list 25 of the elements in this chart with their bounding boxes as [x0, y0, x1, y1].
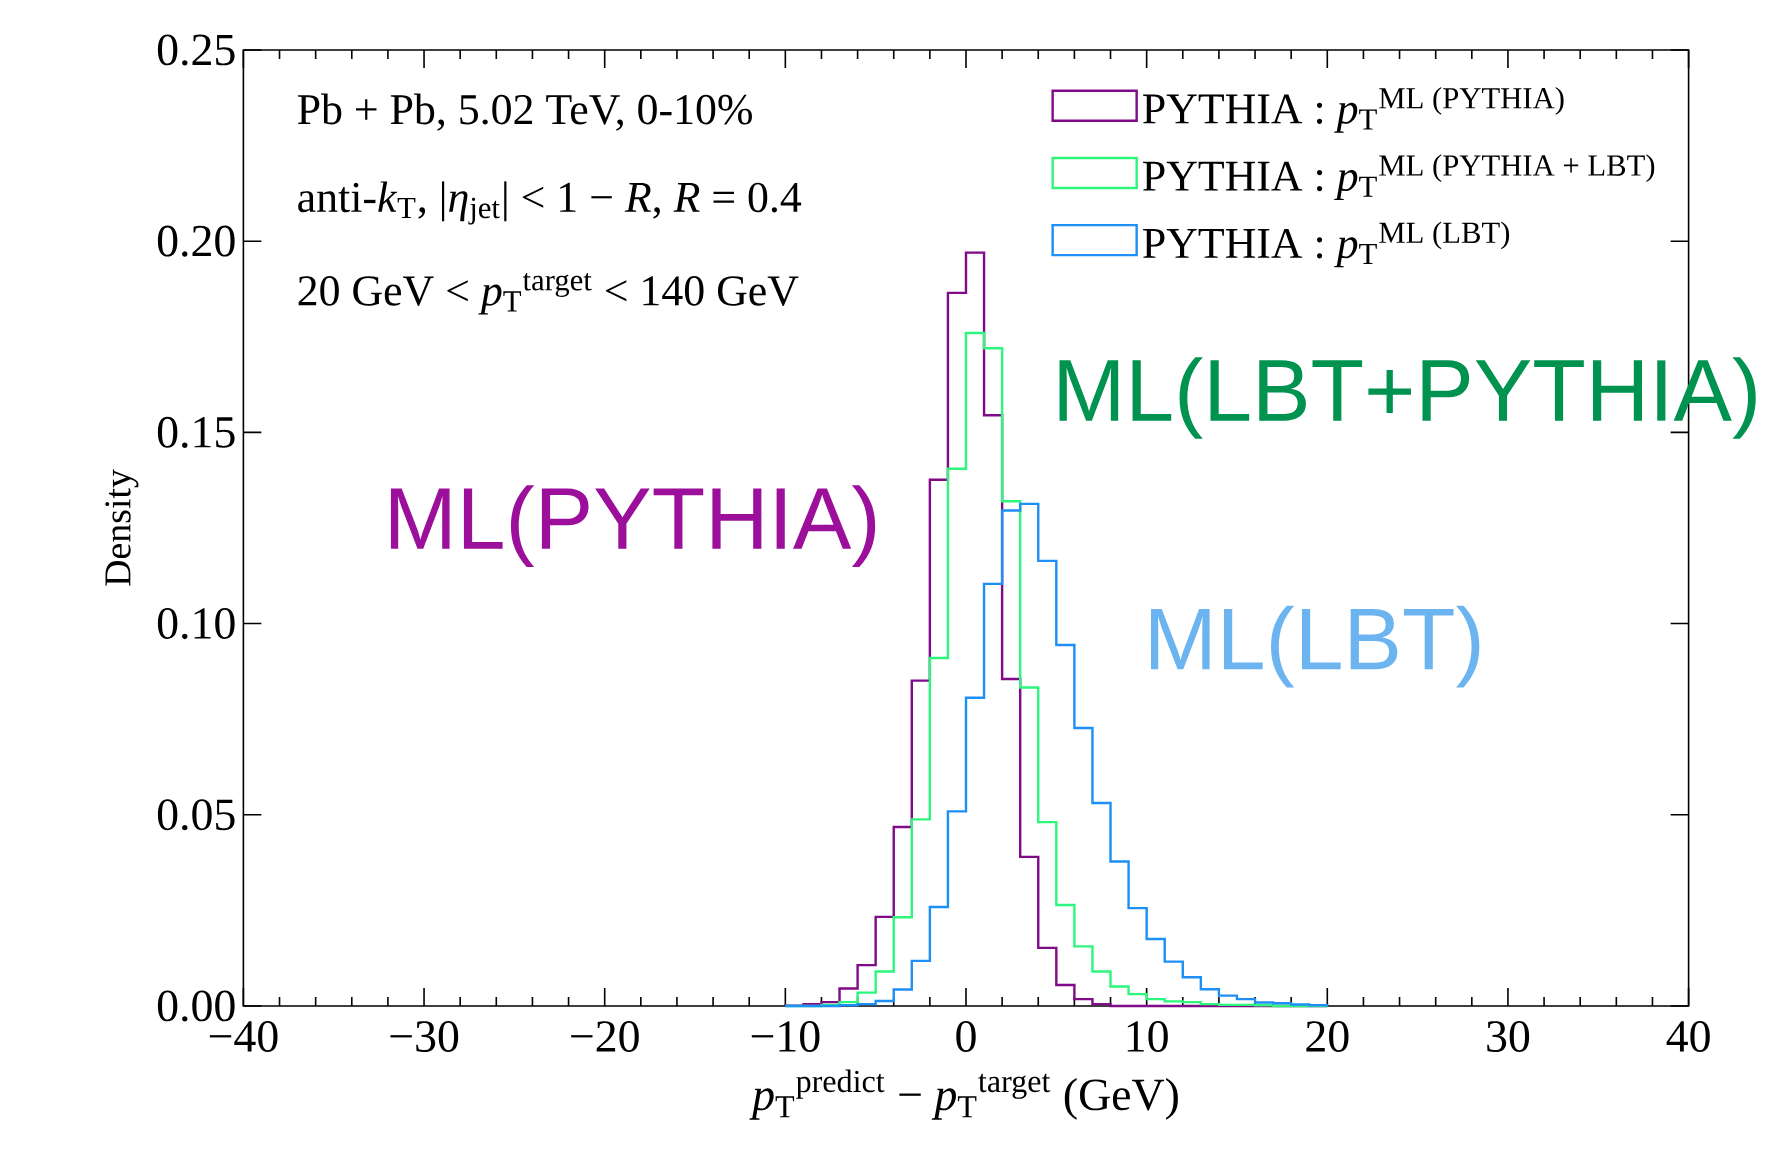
y-tick-label: 0.15 [157, 416, 235, 448]
annotation: ML(PYTHIA) [390, 485, 876, 567]
y-axis-title: Density [105, 469, 139, 586]
legend-label: PYTHIA : p$_{T}$ML (PYTHIA + LBT) [1143, 154, 1655, 200]
x-tick-label: −30 [390, 1021, 459, 1052]
x-tick-label: 40 [1666, 1021, 1710, 1052]
x-tick-label: −20 [571, 1021, 639, 1052]
x-axis-title: p$_{T}$$^{predict}$ − p$_{T}$$^{target}$ (GeV) [749, 1069, 1178, 1120]
x-tick-label: −40 [209, 1021, 278, 1052]
y-tick-label: 0.05 [157, 799, 235, 831]
legend-label: PYTHIA : p$_{T}$ML (LBT) [1143, 221, 1510, 268]
x-tick-label: 10 [1127, 1021, 1168, 1052]
annotation: ML(LBT) [1150, 605, 1480, 688]
x-tick-label: −10 [751, 1021, 820, 1052]
text: anti-k$_{T}$, |η$_{jet}$| < 1 − R, R = 0.4 [298, 181, 802, 225]
x-tick-label: 20 [1306, 1021, 1349, 1052]
legend-label: PYTHIA : p$_{T}$ML (PYTHIA) [1143, 87, 1564, 133]
annotation: 20 GeV < p$_{T}$$^{target}$ < 140 GeV [298, 272, 799, 315]
x-tick-label: 30 [1487, 1021, 1530, 1052]
x-tick-label: 0 [956, 1021, 976, 1052]
y-tick-label: 0.25 [157, 34, 235, 66]
y-tick-label: 0.10 [157, 607, 235, 640]
annotation: Pb + Pb, 5.02 TeV, 0-10% [297, 93, 752, 131]
y-tick-label: 0.20 [157, 225, 235, 257]
y-tick-label: 0.00 [157, 990, 235, 1022]
